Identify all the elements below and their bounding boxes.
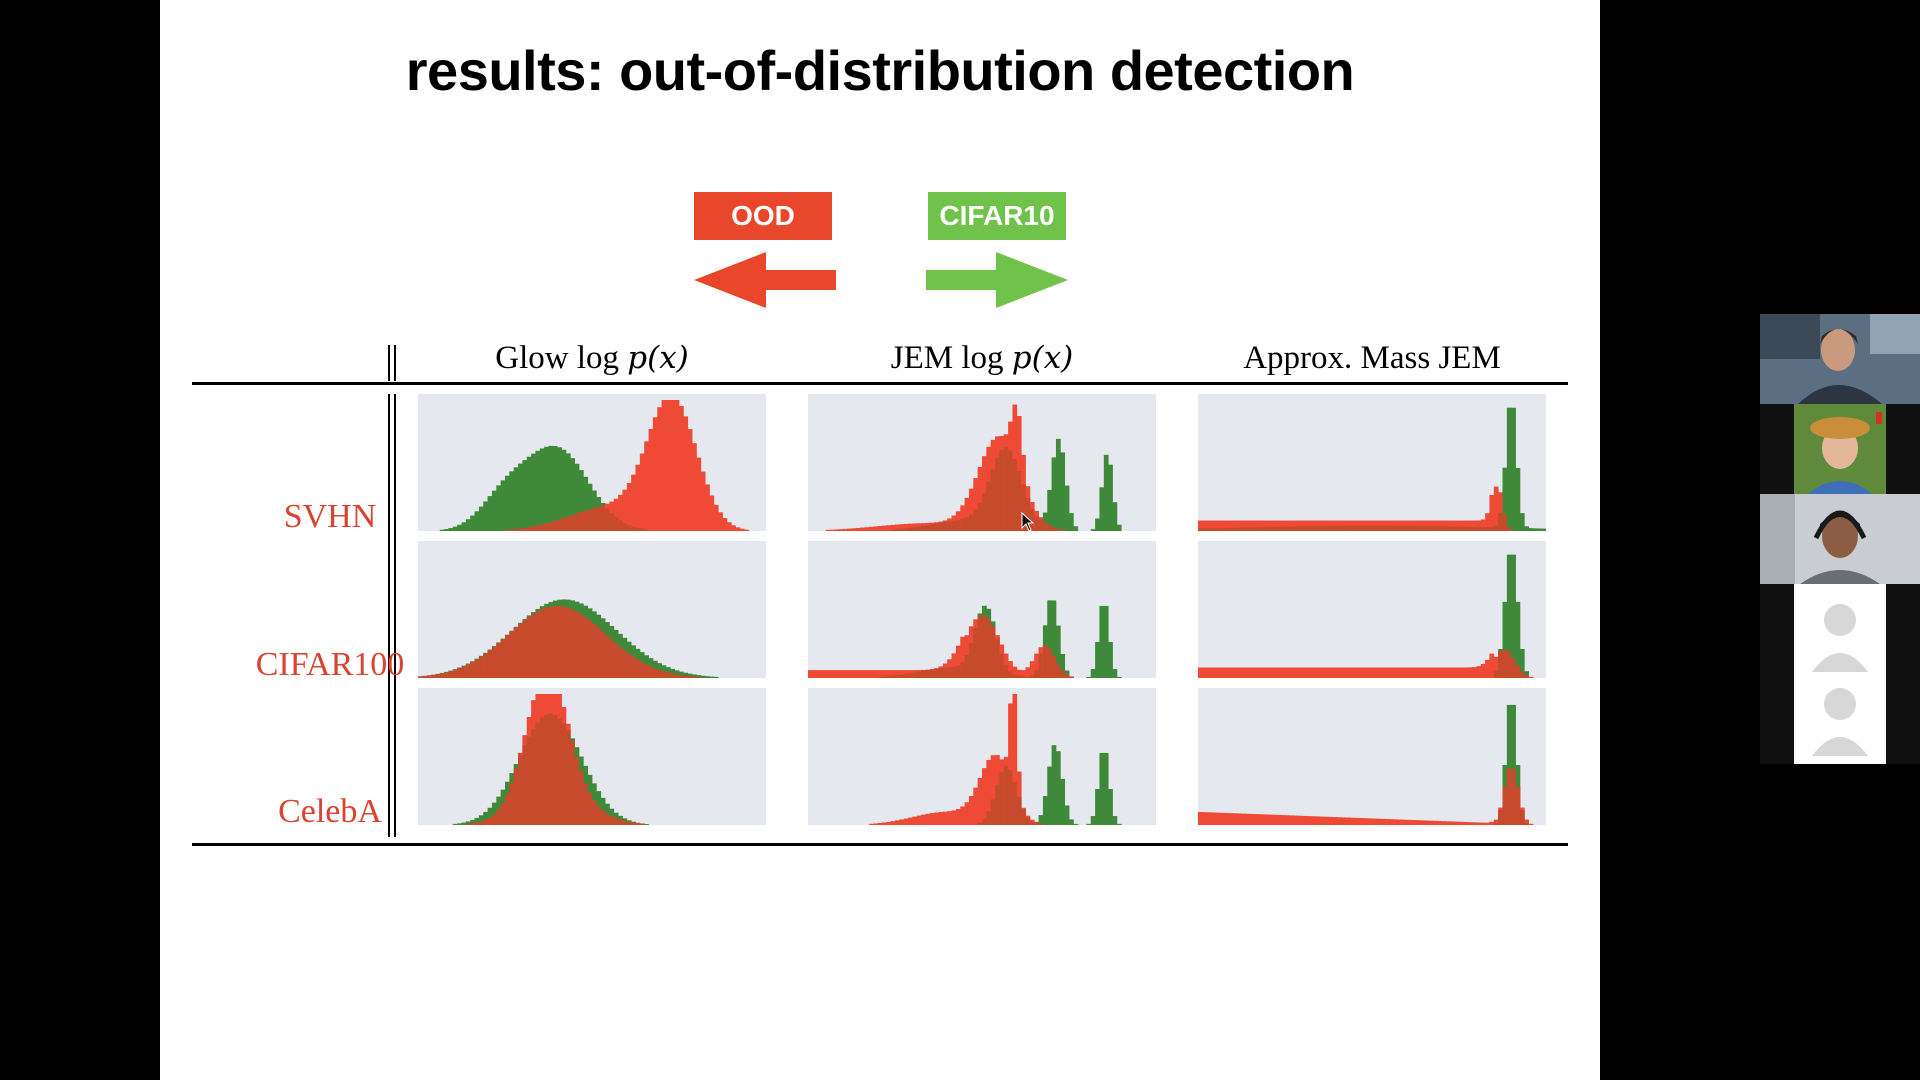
- left-arrow-icon: [694, 252, 836, 308]
- column-header-glow: Glow log p(x): [495, 340, 689, 376]
- right-arrow-icon: [926, 252, 1068, 308]
- cifar10-legend-tag: CIFAR10: [928, 192, 1066, 240]
- histogram-cifar100-glow: [418, 541, 766, 678]
- histogram-celeba-approx-mass-jem: [1198, 688, 1546, 825]
- table-top-rule: [192, 382, 1568, 385]
- row-divider: [388, 394, 390, 837]
- participant-2-video[interactable]: [1760, 404, 1920, 494]
- mouse-pointer-icon: [1021, 512, 1035, 532]
- header-divider: [394, 345, 396, 381]
- histogram-celeba-jem: [808, 688, 1156, 825]
- presentation-slide: results: out-of-distribution detection O…: [160, 0, 1600, 1080]
- histogram-cifar100-jem: [808, 541, 1156, 678]
- participant-1-thumbnail: [1760, 314, 1920, 404]
- row-label-celeba: CelebA: [278, 793, 382, 830]
- row-label-cifar100: CIFAR100: [255, 646, 405, 683]
- avatar-icon: [1760, 584, 1920, 674]
- participant-4-avatar[interactable]: [1760, 584, 1920, 674]
- participant-3-video[interactable]: [1760, 494, 1920, 584]
- header-divider: [388, 345, 390, 381]
- participant-2-thumbnail: [1760, 404, 1920, 494]
- histogram-svhn-glow: [418, 394, 766, 531]
- column-header-approx-mass-jem: Approx. Mass JEM: [1243, 340, 1501, 376]
- slide-title: results: out-of-distribution detection: [405, 39, 1355, 102]
- histogram-svhn-approx-mass-jem: [1198, 394, 1546, 531]
- participant-1-video[interactable]: [1760, 314, 1920, 404]
- participant-5-avatar[interactable]: [1760, 674, 1920, 764]
- avatar-icon: [1760, 674, 1920, 764]
- histogram-svhn-jem: [808, 394, 1156, 531]
- histogram-cifar100-approx-mass-jem: [1198, 541, 1546, 678]
- row-label-svhn: SVHN: [283, 498, 377, 535]
- histogram-celeba-glow: [418, 688, 766, 825]
- participant-3-thumbnail: [1760, 494, 1920, 584]
- column-header-jem: JEM log p(x): [890, 340, 1074, 376]
- table-bottom-rule: [192, 843, 1568, 846]
- ood-legend-tag: OOD: [694, 192, 832, 240]
- row-divider: [394, 394, 396, 837]
